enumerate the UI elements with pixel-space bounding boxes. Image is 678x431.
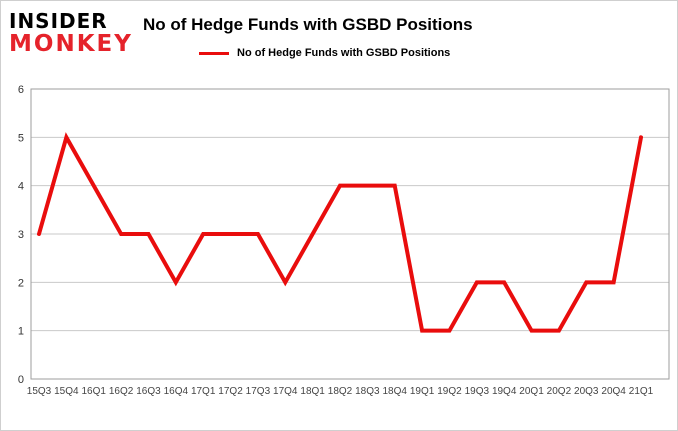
x-tick-label: 18Q4 [382,386,407,397]
x-tick-label: 16Q3 [136,386,161,397]
x-tick-label: 19Q2 [437,386,462,397]
x-tick-label: 19Q3 [465,386,490,397]
chart-title: No of Hedge Funds with GSBD Positions [143,15,473,34]
x-tick-label: 16Q4 [164,386,189,397]
x-tick-label: 16Q2 [109,386,134,397]
y-tick-label: 0 [18,374,24,386]
chart-header: INSIDER MONKEY No of Hedge Funds with GS… [1,1,677,83]
x-tick-label: 20Q3 [574,386,599,397]
insider-monkey-logo: INSIDER MONKEY [1,1,133,57]
x-tick-label: 17Q1 [191,386,216,397]
x-tick-label: 18Q1 [300,386,325,397]
y-tick-label: 6 [18,84,24,96]
logo-monkey-text: MONKEY [9,31,133,57]
y-tick-label: 4 [18,181,24,193]
y-tick-label: 3 [18,229,24,241]
x-tick-label: 17Q4 [273,386,298,397]
x-tick-label: 20Q4 [601,386,626,397]
legend-label: No of Hedge Funds with GSBD Positions [237,47,451,59]
x-tick-label: 15Q3 [27,386,52,397]
logo-insider-text: INSIDER [9,9,108,33]
x-tick-label: 17Q3 [246,386,271,397]
y-tick-label: 5 [18,132,24,144]
plot-frame [30,88,670,380]
x-tick-label: 18Q3 [355,386,380,397]
x-tick-label: 21Q1 [629,386,654,397]
y-tick-label: 1 [18,326,24,338]
x-tick-label: 20Q1 [519,386,544,397]
legend-line-swatch [199,51,229,55]
x-tick-label: 19Q1 [410,386,435,397]
legend: No of Hedge Funds with GSBD Positions [199,47,473,59]
x-tick-label: 20Q2 [547,386,572,397]
x-tick-label: 16Q1 [81,386,106,397]
title-block: No of Hedge Funds with GSBD Positions No… [133,1,473,59]
x-tick-label: 17Q2 [218,386,243,397]
x-tick-label: 19Q4 [492,386,517,397]
x-tick-label: 18Q2 [328,386,353,397]
data-line [37,132,643,333]
x-tick-label: 15Q4 [54,386,79,397]
y-tick-label: 2 [18,277,24,289]
